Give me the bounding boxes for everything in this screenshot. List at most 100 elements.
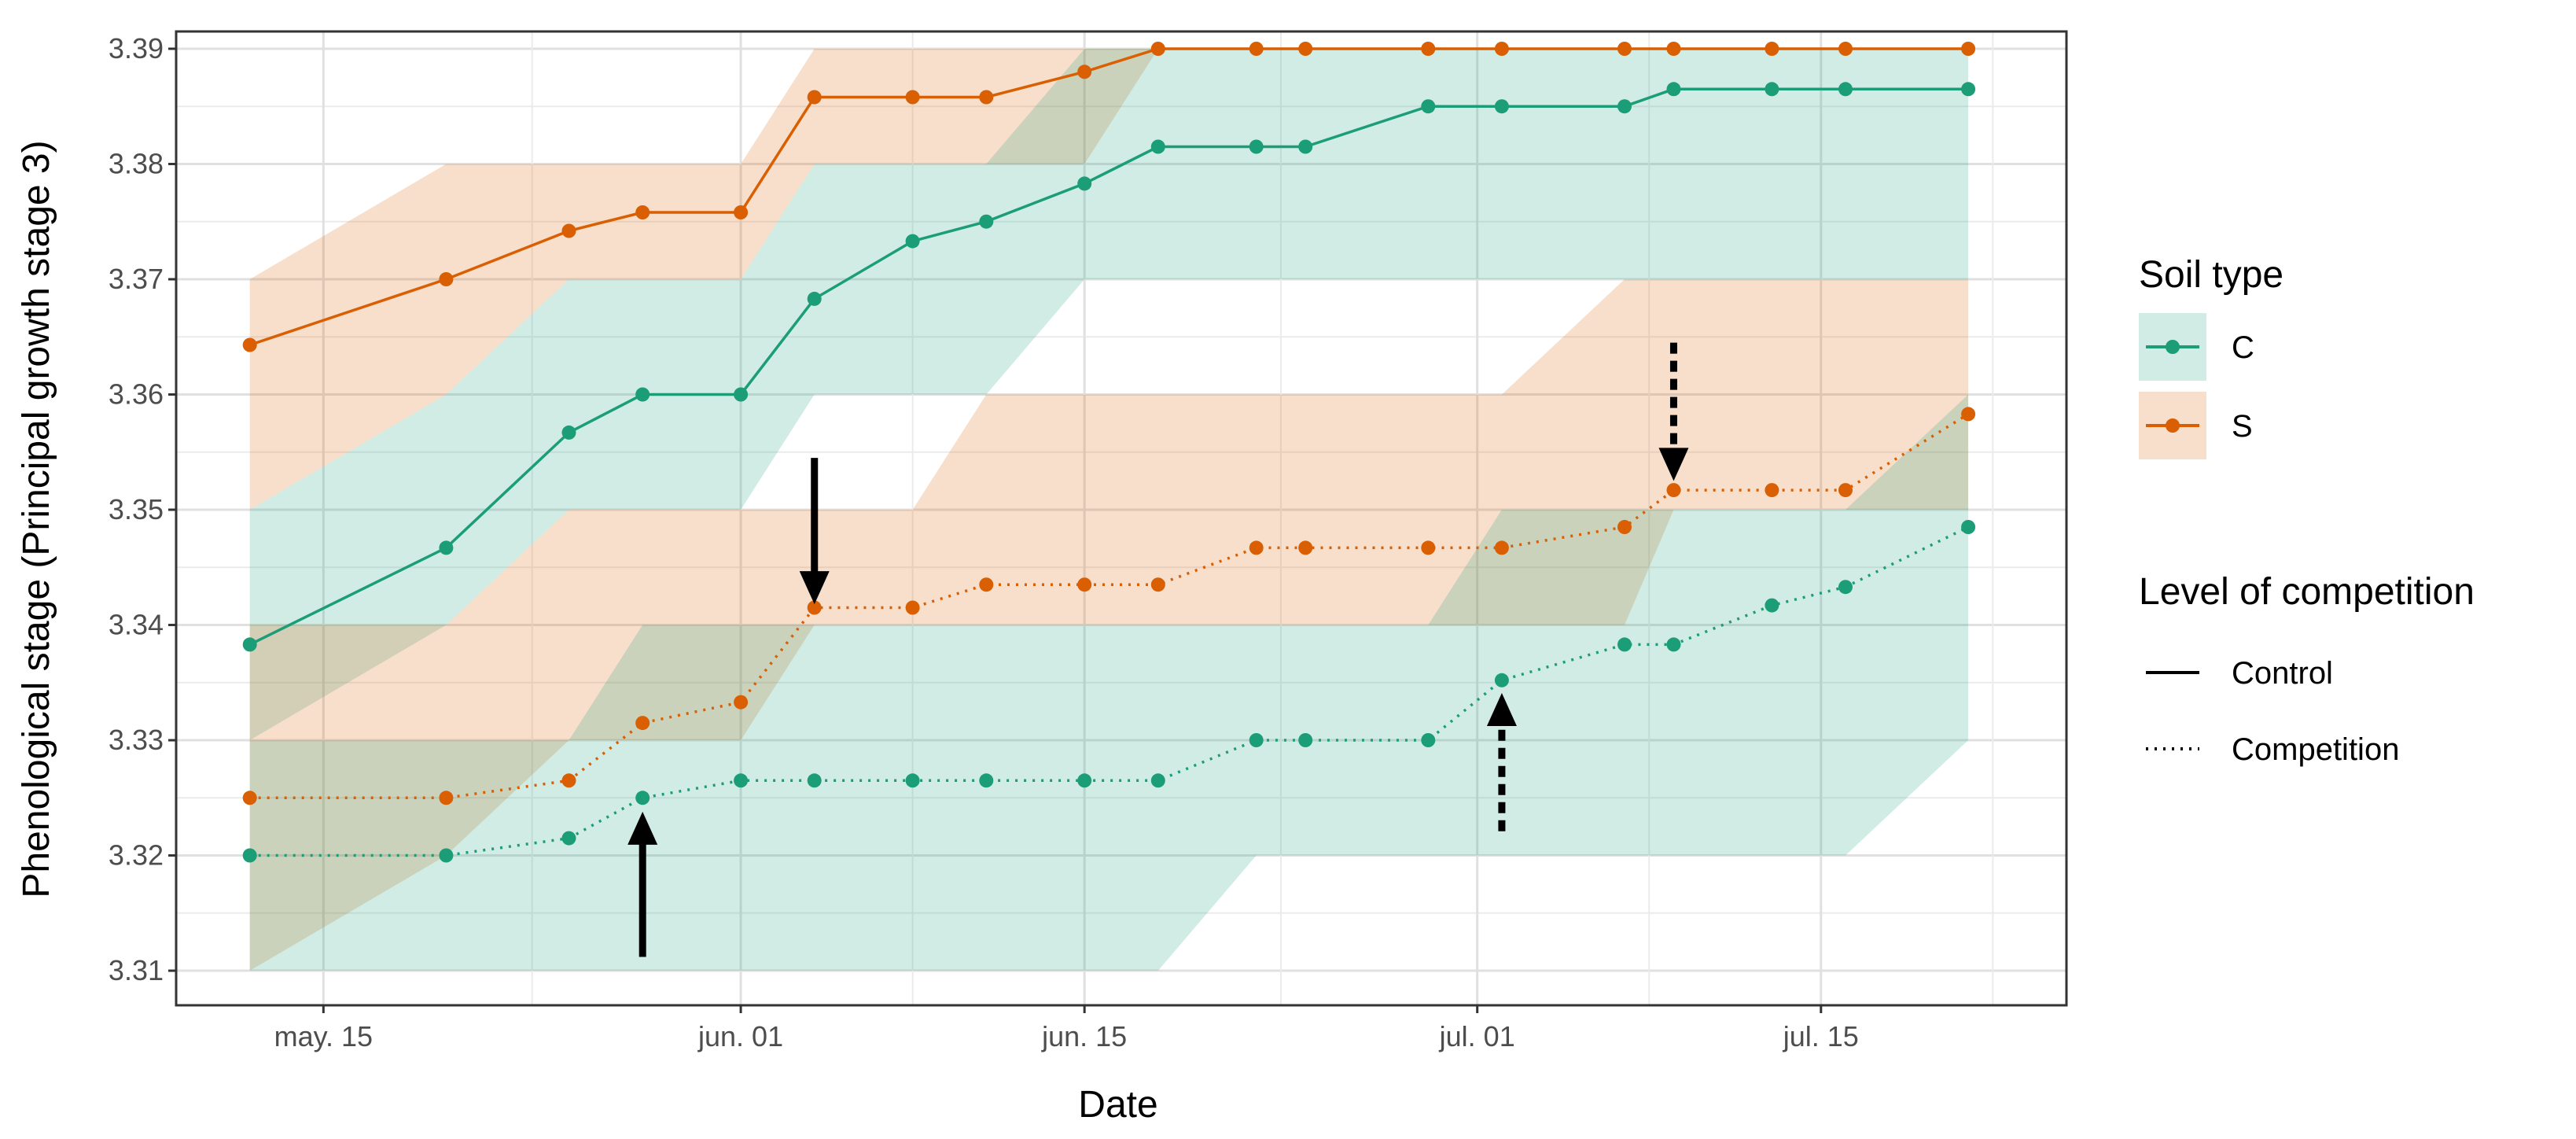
legend-title-level-of-competition: Level of competition (2139, 571, 2475, 613)
x-tick-label: may. 15 (274, 1020, 373, 1052)
point-s-competition (1421, 540, 1436, 555)
point-s-control (1961, 42, 1976, 56)
y-axis-title: Phenological stage (Principal growth sta… (16, 140, 57, 898)
annotation-arrow-head (627, 811, 658, 845)
point-c-competition (1961, 520, 1976, 534)
y-tick-label: 3.33 (109, 724, 164, 756)
annotation-arrow-1 (799, 458, 830, 605)
y-tick-label: 3.35 (109, 493, 164, 525)
y-tick-label: 3.39 (109, 32, 164, 65)
panel-border (175, 30, 2068, 1007)
point-c-control (242, 637, 257, 652)
point-c-competition (1077, 773, 1092, 788)
legend: Soil type C S Level of competition Control Co… (2139, 254, 2475, 767)
point-c-control (1421, 99, 1436, 114)
point-s-control (1617, 42, 1632, 56)
point-s-competition (979, 577, 994, 592)
legend-title-soil-type: Soil type (2139, 254, 2283, 296)
y-tick-label: 3.37 (109, 263, 164, 295)
point-s-control (1494, 42, 1509, 56)
legend-label-control: Control (2232, 656, 2333, 691)
point-s-competition (1838, 483, 1853, 498)
ribbon-c-control (249, 49, 1969, 740)
point-c-control (1077, 176, 1092, 191)
point-s-control (1150, 42, 1165, 56)
point-c-competition (635, 791, 650, 805)
point-c-control (807, 291, 822, 306)
ribbon-s-control (249, 49, 1969, 510)
point-s-control (635, 205, 650, 219)
point-s-competition (1666, 483, 1681, 498)
x-axis-title: Date (1078, 1084, 1157, 1126)
legend-key-s (2139, 392, 2206, 459)
y-tick-label: 3.38 (109, 147, 164, 179)
point-c-competition (1298, 733, 1313, 747)
point-c-control (979, 214, 994, 229)
point-c-competition (1617, 637, 1632, 652)
annotation-arrow-head (1658, 448, 1689, 481)
point-s-control (1298, 42, 1313, 56)
point-s-competition (1617, 520, 1632, 534)
annotation-arrow-4 (1658, 342, 1689, 481)
point-c-control (439, 540, 454, 555)
point-c-control (1617, 99, 1632, 114)
point-c-control (734, 387, 749, 402)
point-c-competition (979, 773, 994, 788)
point-c-competition (1249, 733, 1264, 747)
y-axis: 3.31 3.32 3.33 3.34 3.35 3.36 3.37 3.38 3.39 (109, 32, 176, 986)
point-s-control (734, 205, 749, 219)
point-s-competition (635, 716, 650, 731)
point-c-control (1765, 82, 1779, 97)
annotation-arrows (627, 342, 1689, 957)
point-s-competition (1298, 540, 1313, 555)
point-s-control (1421, 42, 1436, 56)
x-tick-label: jun. 15 (1041, 1020, 1127, 1052)
point-s-competition (242, 791, 257, 805)
point-s-competition (807, 600, 822, 615)
point-s-control (979, 90, 994, 105)
point-c-control (905, 234, 920, 249)
point-c-competition (807, 773, 822, 788)
x-tick-label: jul. 15 (1783, 1020, 1859, 1052)
legend-key-point (2166, 340, 2180, 354)
point-s-control (1765, 42, 1779, 56)
point-c-control (1298, 139, 1313, 154)
annotation-arrow-3 (1486, 692, 1517, 831)
point-c-control (1838, 82, 1853, 97)
point-s-competition (561, 773, 576, 788)
point-s-control (1077, 65, 1092, 79)
point-s-competition (1150, 577, 1165, 592)
series-points (242, 42, 1976, 863)
point-c-control (1961, 82, 1976, 97)
point-c-control (561, 425, 576, 440)
y-tick-label: 3.34 (109, 609, 164, 641)
point-s-control (905, 90, 920, 105)
point-c-competition (1666, 637, 1681, 652)
point-c-competition (1494, 673, 1509, 687)
panel-background (176, 31, 2066, 1005)
y-tick-label: 3.36 (109, 378, 164, 411)
point-s-competition (734, 695, 749, 710)
x-axis: may. 15 jun. 01 jun. 15 jul. 01 jul. 15 (274, 1005, 1859, 1052)
point-s-control (1249, 42, 1264, 56)
point-s-control (807, 90, 822, 105)
legend-label-s: S (2232, 409, 2253, 444)
point-c-competition (1838, 580, 1853, 595)
annotation-arrow-head (1486, 692, 1517, 726)
point-s-competition (1249, 540, 1264, 555)
point-c-control (635, 387, 650, 402)
annotation-arrow-head (799, 571, 830, 605)
ribbons (249, 49, 1969, 971)
point-s-competition (1765, 483, 1779, 498)
point-c-competition (242, 848, 257, 863)
point-s-control (1838, 42, 1853, 56)
point-c-control (1249, 139, 1264, 154)
legend-key-point (2166, 418, 2180, 433)
point-s-control (242, 337, 257, 352)
point-s-control (1666, 42, 1681, 56)
point-s-competition (905, 600, 920, 615)
point-s-competition (1077, 577, 1092, 592)
point-s-competition (1961, 407, 1976, 422)
y-tick-label: 3.31 (109, 954, 164, 986)
